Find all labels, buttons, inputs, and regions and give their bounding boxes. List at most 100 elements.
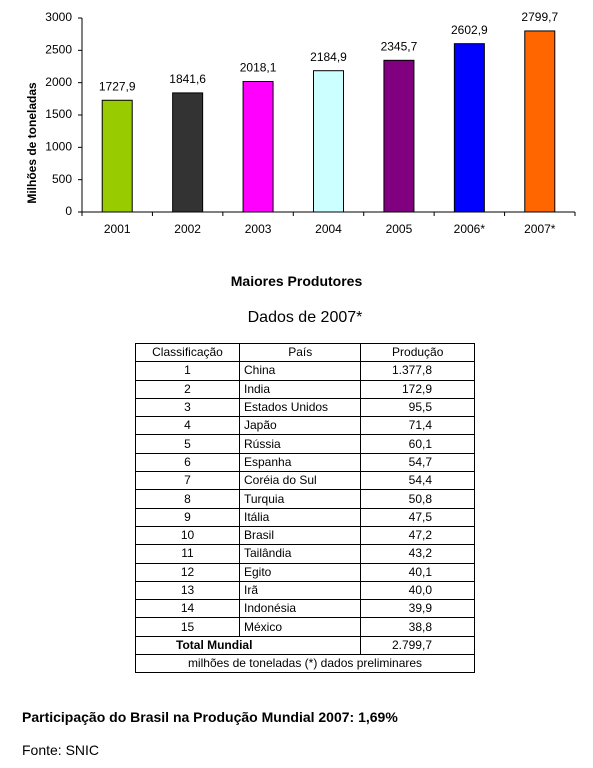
table-row: milhões de toneladas (*) dados prelimina… [135, 654, 475, 674]
data-label: 2602,9 [451, 23, 488, 37]
total-label: Total Mundial [134, 635, 362, 656]
table-row: 1 China 1.377,8 [135, 361, 475, 381]
table-cell: 40,1 [360, 562, 475, 582]
x-tick-label: 2007* [524, 222, 556, 236]
table-cell: México [238, 617, 362, 637]
bar [172, 92, 204, 213]
table-cell: 1 [135, 361, 240, 381]
table-cell: 43,2 [360, 544, 475, 564]
bar [383, 59, 415, 213]
y-axis-label: Milhões de toneladas [25, 82, 39, 204]
table-cell: Japão [238, 416, 362, 436]
table-cell: 71,4 [360, 416, 475, 436]
table-row: 3 Estados Unidos 95,5 [135, 397, 475, 418]
x-tick-label: 2004 [315, 222, 342, 236]
table-cell: 40,0 [360, 580, 475, 601]
section-subtitle: Dados de 2007* [247, 309, 363, 326]
table-cell: 54,7 [360, 452, 475, 473]
table-cell: 10 [135, 525, 240, 546]
x-tick-label: 2002 [174, 222, 201, 236]
table-cell: 12 [135, 562, 240, 582]
table-cell: 15 [135, 617, 240, 637]
table-row: 5 Rússia 60,1 [135, 434, 475, 454]
table-cell: 7 [135, 471, 240, 491]
table-cell: Espanha [238, 452, 362, 473]
table-cell: 47,5 [360, 507, 475, 527]
table-cell: 13 [135, 580, 240, 601]
table-cell: Egito [238, 562, 362, 582]
table-cell: Estados Unidos [238, 397, 362, 418]
header-cell: Classificação [135, 342, 240, 363]
chart: Milhões de toneladas 0 500 1000 1500 2000 250… [25, 10, 576, 236]
bar [524, 30, 556, 213]
table-row: 4 Japão 71,4 [135, 416, 475, 436]
table-row: Total Mundial 2.799,7 [134, 635, 475, 656]
x-tick-label: 2005 [386, 222, 413, 236]
highlight: Participação do Brasil na Produção Mundi… [22, 709, 398, 725]
source: Fonte: SNIC [22, 742, 100, 758]
x-tick-label: 2001 [104, 222, 131, 236]
table-cell: Itália [238, 507, 362, 527]
table-cell: 60,1 [360, 434, 475, 454]
data-label: 2184,9 [310, 50, 347, 64]
section-title: Maiores Produtores [230, 273, 363, 289]
table-cell: 9 [135, 507, 240, 527]
data-label: 2345,7 [381, 39, 418, 53]
table-cell: India [238, 379, 362, 399]
table-row: 8 Turquia 50,8 [135, 489, 475, 509]
y-tick-label: 1500 [45, 107, 72, 121]
table-cell: 38,8 [360, 617, 475, 637]
x-tick-label: 2003 [245, 222, 272, 236]
table-cell: 4 [135, 416, 240, 436]
table-row: 12 Egito 40,1 [135, 562, 475, 582]
table-row: 15 México 38,8 [135, 617, 475, 637]
y-tick-label: 2000 [45, 75, 72, 89]
table-cell: 50,8 [360, 489, 475, 509]
table: Classificação País Produção 1 China 1.377,8 2 I… [134, 342, 475, 674]
table-cell: 3 [135, 397, 240, 418]
table-row: 10 Brasil 47,2 [135, 525, 475, 546]
y-tick-label: 3000 [45, 10, 72, 24]
table-cell: Coréia do Sul [238, 471, 362, 491]
table-cell: Irã [238, 580, 362, 601]
table-row: 2 India 172,9 [135, 379, 475, 399]
table-cell: 172,9 [360, 379, 475, 399]
table-note: milhões de toneladas (*) dados prelimina… [135, 654, 475, 674]
table-row: 6 Espanha 54,7 [135, 452, 475, 473]
y-tick-label: 2500 [45, 43, 72, 57]
table-cell: 54,4 [360, 471, 475, 491]
table-cell: 39,9 [360, 599, 475, 619]
header-cell: Produção [360, 342, 475, 363]
table-cell: 2 [135, 379, 240, 399]
bar [242, 80, 274, 213]
bar [313, 70, 344, 213]
table-cell: Tailândia [238, 544, 362, 564]
table-cell: 95,5 [360, 397, 475, 418]
table-cell: 47,2 [360, 525, 475, 546]
data-label: 2018,1 [240, 61, 277, 75]
table-cell: Turquia [238, 489, 362, 509]
table-row: 11 Tailândia 43,2 [135, 544, 475, 564]
table-row: 7 Coréia do Sul 54,4 [135, 471, 475, 491]
table-cell: 14 [135, 599, 240, 619]
bar [453, 43, 485, 213]
y-tick-label: 0 [65, 204, 72, 218]
data-label: 1841,6 [169, 72, 206, 86]
header-cell: País [238, 342, 362, 363]
y-tick-label: 500 [52, 172, 72, 186]
total-value: 2.799,7 [360, 635, 475, 656]
x-tick-label: 2006* [454, 222, 486, 236]
bar [101, 99, 133, 213]
table-row: Classificação País Produção [135, 342, 475, 363]
data-label: 1727,9 [99, 79, 136, 93]
table-cell: Rússia [238, 434, 362, 454]
table-row: 13 Irã 40,0 [135, 580, 475, 601]
data-label: 2799,7 [521, 10, 558, 24]
table-cell: 11 [135, 544, 240, 564]
table-row: 14 Indonésia 39,9 [135, 599, 475, 619]
table-cell: 6 [135, 452, 240, 473]
table-cell: 1.377,8 [360, 361, 475, 381]
table-cell: 8 [135, 489, 240, 509]
table-cell: 5 [135, 434, 240, 454]
table-cell: Brasil [238, 525, 362, 546]
